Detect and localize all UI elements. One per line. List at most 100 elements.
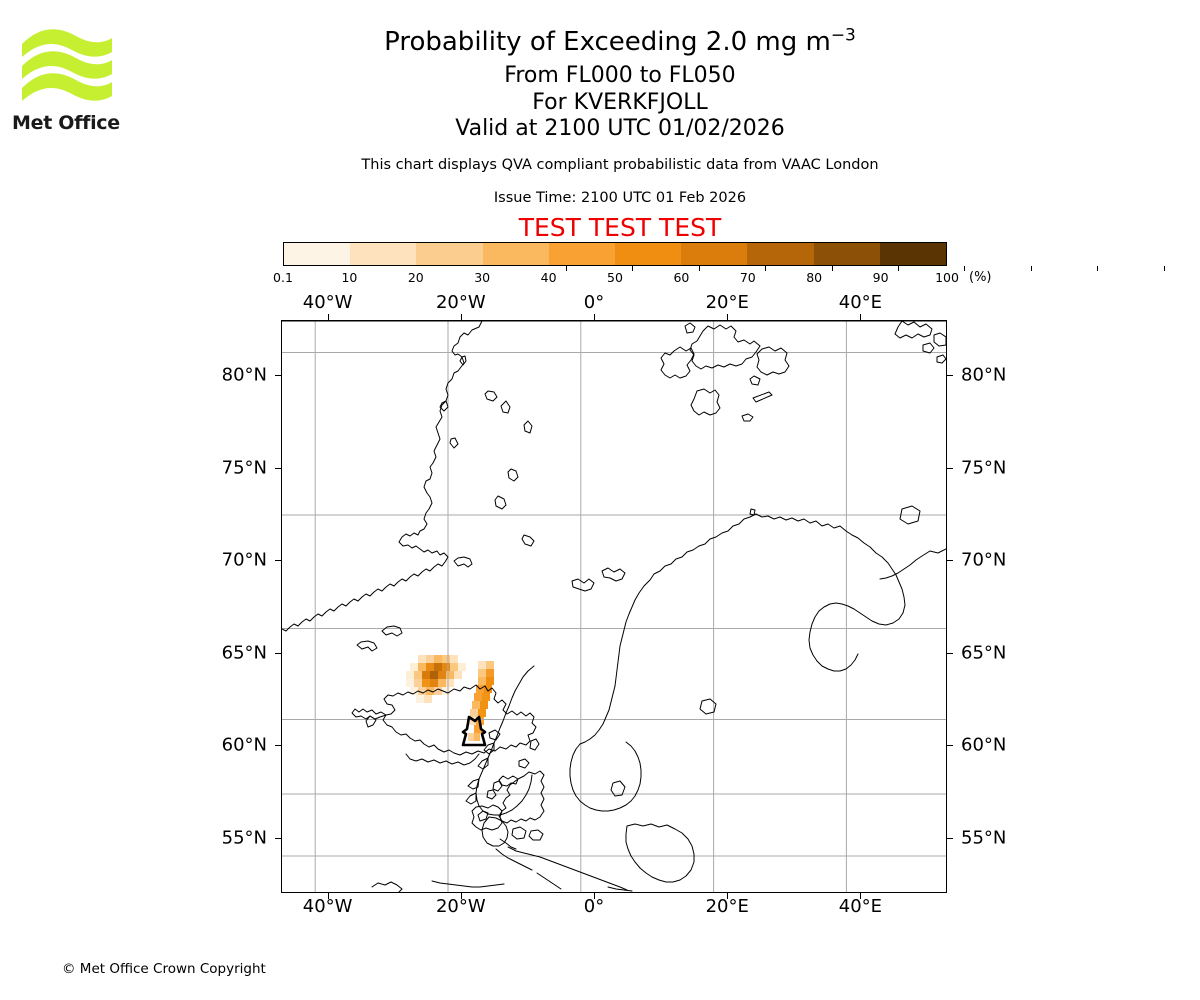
page-title: Probability of Exceeding 2.0 mg m−3 xyxy=(140,26,1100,58)
coast-svalbard-spitsbergen xyxy=(689,324,761,370)
lon-label-top-20°E: 20°E xyxy=(705,292,749,313)
test-banner: TEST TEST TEST xyxy=(518,213,722,242)
colorbar-tick-50 xyxy=(898,266,899,271)
coast-faroe xyxy=(488,729,501,741)
met-office-logo-text: Met Office xyxy=(12,112,120,134)
coast-greenland-detail-2 xyxy=(439,400,449,412)
coast-franz-josef-3 xyxy=(922,342,935,354)
coast-greenland-detail-4 xyxy=(453,556,473,568)
coast-denmark-islands xyxy=(511,826,527,840)
coast-svalbard-isle-1 xyxy=(684,322,696,334)
lat-tick-right-80°N xyxy=(947,375,953,377)
lat-tick-right-65°N xyxy=(947,652,953,654)
lon-label-bottom-40°W: 40°W xyxy=(302,896,353,917)
colorbar-label-30: 30 xyxy=(474,270,491,285)
colorbar-tick-60 xyxy=(964,266,966,271)
lat-tick-right-75°N xyxy=(947,467,953,469)
lon-label-top-40°E: 40°E xyxy=(838,292,883,313)
coast-shetland xyxy=(529,738,540,751)
coast-greenland-detail-5 xyxy=(381,625,403,637)
colorbar-label-40: 40 xyxy=(540,270,557,285)
coast-baltic-finland xyxy=(579,585,645,745)
coast-norway-coast xyxy=(643,513,906,672)
coast-norway-fjords xyxy=(465,742,495,822)
coast-greenland-island-1 xyxy=(484,390,498,402)
colorbar-tick-10 xyxy=(632,266,634,271)
colorbar-label-90: 90 xyxy=(872,270,889,285)
colorbar-label-80: 80 xyxy=(806,270,823,285)
colorbar-tick-20 xyxy=(698,266,700,271)
lon-tick-bottom-20°W xyxy=(460,893,462,899)
coast-bottom-europe xyxy=(431,880,505,888)
coast-greenland-detail-1 xyxy=(459,355,467,366)
lat-label-right-80°N: 80°N xyxy=(961,364,1007,386)
coast-franz-josef-1 xyxy=(894,321,933,339)
lat-tick-left-55°N xyxy=(275,837,281,839)
colorbar-label-0.1: 0.1 xyxy=(273,270,293,285)
copyright-notice: © Met Office Crown Copyright xyxy=(62,961,266,977)
coast-greenland xyxy=(282,321,483,632)
lat-tick-right-70°N xyxy=(947,560,953,562)
lat-label-left-60°N: 60°N xyxy=(221,734,267,756)
coast-svalbard-edgeoya xyxy=(690,388,721,416)
colorbar-tick-30 xyxy=(765,266,767,271)
coast-bear-island xyxy=(741,413,754,422)
coast-sweden-baltic xyxy=(569,741,642,812)
lon-tick-top-20°E xyxy=(727,314,729,320)
colorbar-segment-6 xyxy=(681,243,748,265)
valid-time-line: Valid at 2100 UTC 01/02/2026 xyxy=(455,116,785,141)
colorbar-tick-90 xyxy=(1163,266,1165,271)
lat-label-right-65°N: 65°N xyxy=(961,642,1007,664)
colorbar-tick-80 xyxy=(1097,266,1099,271)
lat-tick-right-60°N xyxy=(947,745,953,747)
page-title-text: Probability of Exceeding 2.0 mg m xyxy=(384,27,831,57)
issue-time: Issue Time: 2100 UTC 01 Feb 2026 xyxy=(493,190,747,206)
coast-baltic-states xyxy=(625,823,695,883)
flight-levels-line: From FL000 to FL050 xyxy=(504,63,736,88)
lon-tick-top-0° xyxy=(594,314,596,320)
colorbar-segment-3 xyxy=(482,243,549,265)
map-plot-area[interactable] xyxy=(281,320,947,893)
colorbar-label-70: 70 xyxy=(739,270,756,285)
colorbar-segment-0 xyxy=(284,243,351,265)
colorbar-gradient xyxy=(283,242,947,266)
coast-germany-poland xyxy=(507,846,628,891)
coast-norway-north-fjords xyxy=(601,567,626,582)
coast-svalbard-west xyxy=(660,346,695,379)
coast-franz-josef-2 xyxy=(933,332,946,347)
lon-tick-bottom-0° xyxy=(594,893,596,899)
coast-bottom-3 xyxy=(607,886,633,892)
volcano-marker-kverkfjoll[interactable] xyxy=(461,715,487,747)
coast-hebrides-2 xyxy=(486,789,497,800)
coast-lowlands xyxy=(499,838,517,850)
lon-tick-bottom-40°W xyxy=(327,893,329,899)
colorbar-segment-4 xyxy=(548,243,616,265)
lat-tick-left-60°N xyxy=(275,745,281,747)
lat-label-left-75°N: 75°N xyxy=(221,457,267,479)
colorbar-segment-8 xyxy=(813,243,880,265)
graticule-grid xyxy=(282,321,946,892)
coast-lofoten xyxy=(571,578,595,592)
coast-bottom-1 xyxy=(371,881,403,892)
coastlines xyxy=(282,321,946,892)
lat-label-right-55°N: 55°N xyxy=(961,827,1007,849)
coast-finland-lakes xyxy=(699,698,717,715)
lat-label-left-55°N: 55°N xyxy=(221,827,267,849)
lat-tick-left-65°N xyxy=(275,652,281,654)
colorbar-label-50: 50 xyxy=(607,270,623,285)
colorbar-tick-40 xyxy=(831,266,833,271)
qva-note: This chart displays QVA compliant probab… xyxy=(361,157,879,173)
coast-ne-island-small xyxy=(936,354,946,364)
coast-iceland-south xyxy=(405,753,480,766)
lon-tick-top-40°E xyxy=(860,314,862,320)
coast-denmark-jutland xyxy=(481,816,509,847)
lat-label-right-60°N: 60°N xyxy=(961,734,1007,756)
colorbar-tick-0.1 xyxy=(566,266,567,271)
lat-label-right-75°N: 75°N xyxy=(961,457,1007,479)
colorbar-label-100: 100 xyxy=(935,270,959,285)
lon-tick-bottom-20°E xyxy=(727,893,729,899)
coast-scotland-highlands xyxy=(498,775,519,787)
lat-label-left-80°N: 80°N xyxy=(221,364,267,386)
lat-tick-right-55°N xyxy=(947,837,953,839)
coast-svalbard-isle-2 xyxy=(749,375,761,386)
